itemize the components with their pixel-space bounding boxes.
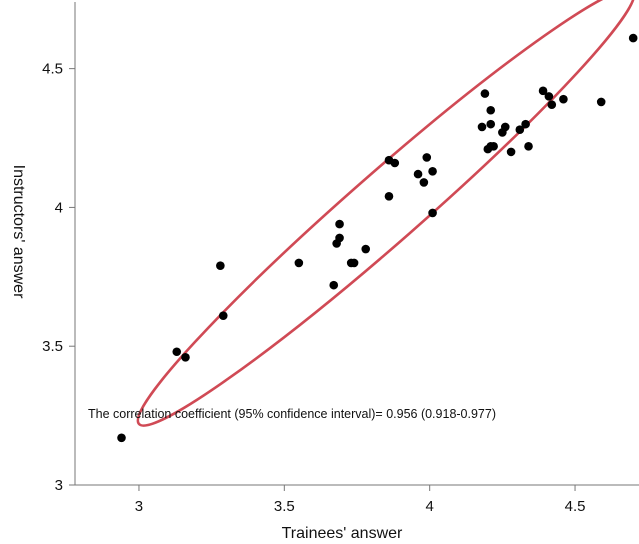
data-point — [335, 233, 344, 243]
data-point — [216, 261, 225, 271]
y-tick-label: 3 — [55, 477, 63, 494]
x-tick-label: 3 — [135, 498, 143, 515]
confidence-ellipse-layer — [136, 0, 636, 427]
data-points-layer — [117, 33, 638, 443]
data-point — [390, 158, 400, 168]
data-point — [422, 153, 432, 162]
y-tick-label: 4.5 — [42, 61, 63, 78]
data-point — [486, 105, 496, 115]
x-tick-label: 4.5 — [565, 498, 586, 515]
x-axis-title: Trainees' answer — [282, 525, 403, 542]
data-point — [500, 122, 510, 132]
data-point — [218, 311, 228, 320]
data-point — [506, 147, 516, 157]
data-point — [117, 433, 126, 443]
confidence-ellipse — [136, 0, 636, 427]
data-point — [384, 192, 394, 201]
y-tick-label: 4 — [55, 199, 63, 216]
data-point — [181, 353, 190, 362]
data-point — [489, 142, 498, 151]
data-point — [596, 97, 606, 107]
data-point — [428, 208, 437, 218]
data-point — [349, 258, 359, 268]
data-point — [294, 258, 304, 268]
data-point — [335, 219, 344, 229]
data-point — [419, 178, 429, 187]
data-point — [521, 119, 530, 129]
data-point — [515, 125, 525, 134]
data-point — [361, 244, 371, 254]
data-point — [547, 100, 557, 110]
data-point — [486, 119, 496, 129]
data-point — [172, 347, 182, 357]
data-point — [480, 89, 490, 98]
data-point — [329, 280, 339, 290]
data-point — [628, 33, 638, 43]
data-point — [559, 94, 568, 104]
data-point — [477, 122, 487, 132]
data-point — [544, 92, 554, 101]
data-point — [524, 142, 533, 151]
data-point — [538, 86, 548, 96]
axes-layer: 3 3.5 4 4.5 3 3.5 4 4.5 — [42, 2, 639, 515]
data-point — [413, 169, 423, 179]
x-tick-label: 3.5 — [274, 498, 295, 515]
x-tick-label: 4 — [426, 498, 434, 515]
data-point — [428, 167, 437, 176]
y-axis-title: Instructors' answer — [10, 165, 27, 299]
correlation-annotation: The correlation coefficient (95% confide… — [88, 407, 496, 421]
y-tick-label: 3.5 — [42, 338, 63, 355]
